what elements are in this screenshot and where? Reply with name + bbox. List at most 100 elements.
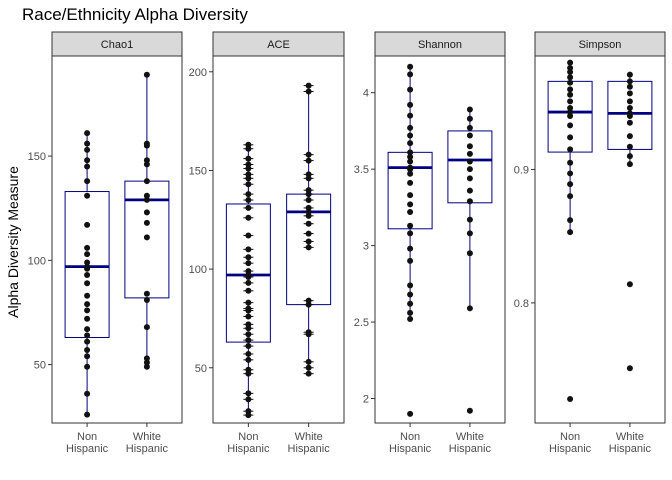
facet-panels: Chao150100150NonHispanicWhiteHispanicACE… bbox=[28, 31, 666, 455]
data-point bbox=[407, 300, 414, 307]
x-tick-label: Hispanic bbox=[609, 443, 652, 455]
data-point bbox=[143, 363, 150, 370]
x-tick-label: White bbox=[456, 431, 484, 443]
data-point bbox=[466, 216, 473, 223]
data-point bbox=[466, 106, 473, 113]
y-tick-label: 0.8 bbox=[514, 298, 529, 310]
y-tick-label: 4 bbox=[363, 88, 369, 100]
data-point bbox=[245, 155, 252, 162]
facet-panel-border bbox=[51, 55, 183, 424]
data-point bbox=[245, 305, 252, 312]
data-point bbox=[305, 358, 312, 365]
x-tick-label: Hispanic bbox=[389, 443, 432, 455]
data-point bbox=[407, 291, 414, 298]
y-tick-label: 2.5 bbox=[354, 317, 369, 329]
data-point bbox=[84, 251, 91, 258]
data-point bbox=[245, 343, 252, 350]
data-point bbox=[407, 208, 414, 215]
data-point bbox=[84, 292, 91, 299]
data-point bbox=[245, 331, 252, 338]
x-tick-label: Non bbox=[238, 431, 258, 443]
data-point bbox=[84, 307, 91, 314]
x-tick-label: Hispanic bbox=[227, 443, 270, 455]
facet-strip-label: ACE bbox=[267, 39, 290, 51]
data-point bbox=[567, 170, 574, 177]
data-point bbox=[466, 175, 473, 182]
x-tick-label: Hispanic bbox=[126, 443, 169, 455]
data-point bbox=[143, 178, 150, 185]
data-point bbox=[626, 105, 633, 112]
data-point bbox=[245, 321, 252, 328]
y-axis-title: Alpha Diversity Measure bbox=[5, 166, 21, 318]
data-point bbox=[567, 98, 574, 105]
data-point bbox=[305, 151, 312, 158]
data-point bbox=[567, 74, 574, 81]
data-point bbox=[407, 410, 414, 417]
data-point bbox=[305, 204, 312, 211]
y-tick-label: 150 bbox=[28, 151, 46, 163]
data-point bbox=[407, 257, 414, 264]
data-point bbox=[466, 187, 473, 194]
data-point bbox=[407, 140, 414, 147]
data-point bbox=[245, 390, 252, 397]
data-point bbox=[84, 390, 91, 397]
data-point bbox=[143, 157, 150, 164]
data-point bbox=[245, 214, 252, 221]
data-point bbox=[626, 119, 633, 126]
data-point bbox=[84, 338, 91, 345]
y-tick-label: 100 bbox=[28, 255, 46, 267]
data-point bbox=[143, 192, 150, 199]
data-point bbox=[407, 158, 414, 165]
x-tick-label: Hispanic bbox=[449, 443, 492, 455]
data-point bbox=[245, 408, 252, 415]
data-point bbox=[245, 161, 252, 168]
data-point bbox=[407, 282, 414, 289]
y-tick-label: 3.5 bbox=[354, 164, 369, 176]
data-point bbox=[407, 86, 414, 93]
x-tick-label: White bbox=[616, 431, 644, 443]
data-point bbox=[84, 315, 91, 322]
data-point bbox=[626, 78, 633, 85]
data-point bbox=[245, 171, 252, 178]
data-point bbox=[245, 350, 252, 357]
data-point bbox=[245, 396, 252, 403]
data-point bbox=[626, 71, 633, 78]
data-point bbox=[466, 124, 473, 131]
x-tick-label: Non bbox=[77, 431, 97, 443]
data-point bbox=[466, 158, 473, 165]
x-tick-label: White bbox=[295, 431, 323, 443]
data-point bbox=[143, 359, 150, 366]
data-point bbox=[143, 209, 150, 216]
data-point bbox=[407, 132, 414, 139]
data-point bbox=[407, 316, 414, 323]
data-point bbox=[305, 88, 312, 95]
x-tick-label: Non bbox=[400, 431, 420, 443]
data-point bbox=[305, 187, 312, 194]
data-point bbox=[84, 221, 91, 228]
data-point bbox=[245, 313, 252, 320]
data-point bbox=[466, 198, 473, 205]
data-point bbox=[626, 90, 633, 97]
data-point bbox=[567, 105, 574, 112]
data-point bbox=[407, 112, 414, 119]
data-point bbox=[626, 153, 633, 160]
data-point bbox=[407, 164, 414, 171]
data-point bbox=[143, 296, 150, 303]
data-point bbox=[407, 153, 414, 160]
x-tick-label: Non bbox=[560, 431, 580, 443]
data-point bbox=[84, 411, 91, 418]
data-point bbox=[305, 364, 312, 371]
data-point bbox=[84, 146, 91, 153]
data-point bbox=[245, 246, 252, 253]
data-point bbox=[84, 271, 91, 278]
facet-panel-border bbox=[534, 55, 666, 424]
data-point bbox=[245, 279, 252, 286]
data-point bbox=[407, 71, 414, 78]
chart-title: Race/Ethnicity Alpha Diversity bbox=[22, 5, 248, 24]
data-point bbox=[143, 219, 150, 226]
facet-panel-border bbox=[212, 55, 345, 424]
data-point bbox=[84, 280, 91, 287]
data-point bbox=[305, 230, 312, 237]
data-point bbox=[143, 324, 150, 331]
x-tick-label: Hispanic bbox=[288, 443, 331, 455]
